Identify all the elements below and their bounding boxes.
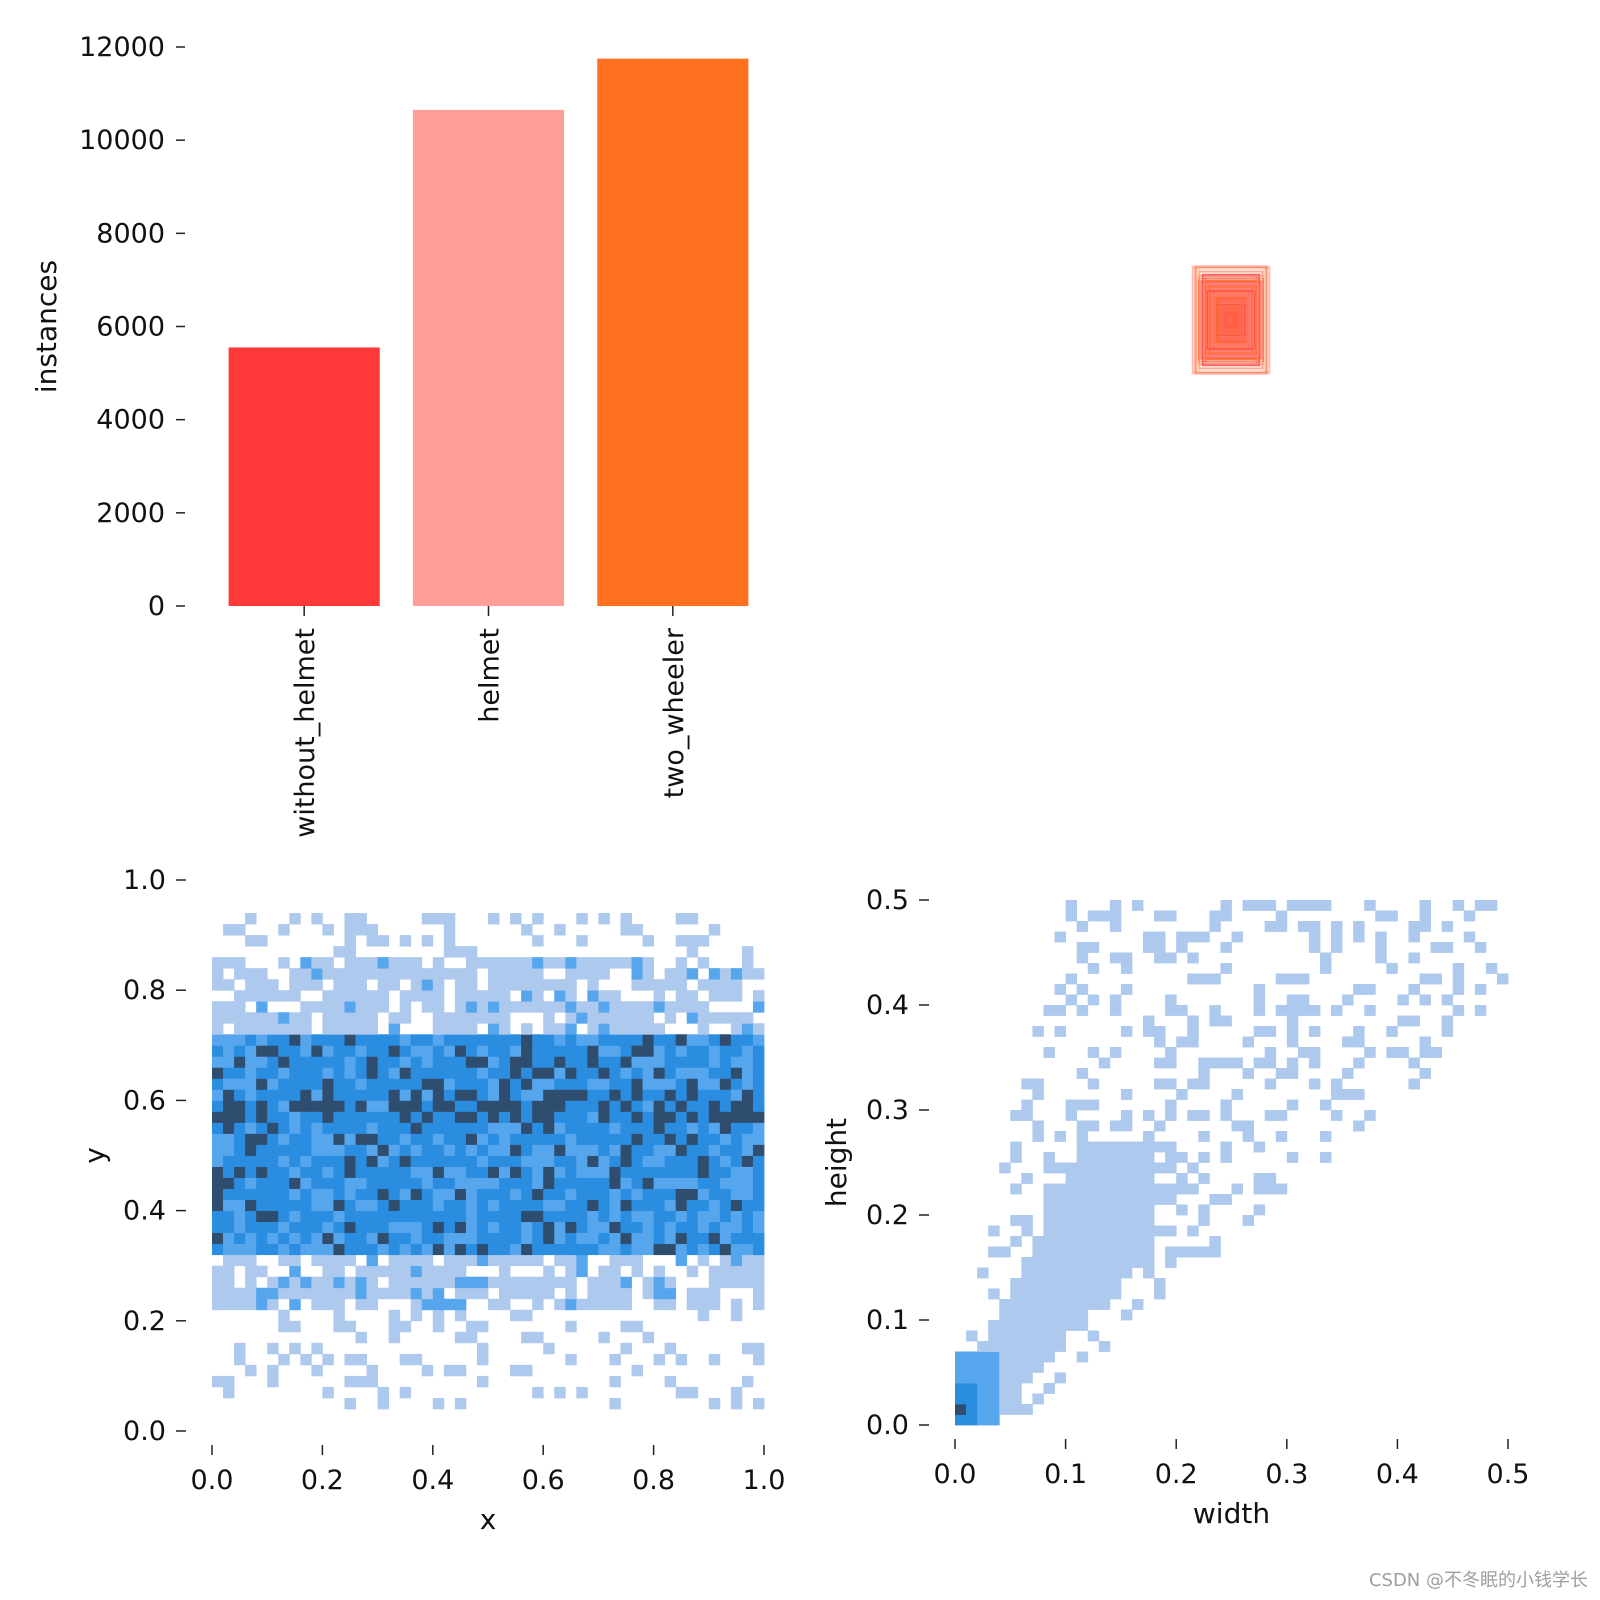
bbox-67 — [1206, 290, 1256, 350]
bbox-55 — [1219, 301, 1243, 339]
bbox-34 — [1198, 275, 1264, 365]
xy-cells — [212, 913, 765, 1410]
bbox-64 — [1203, 281, 1259, 359]
bbox-57 — [1227, 315, 1235, 325]
x-tick-label-2: 0.4 — [411, 1465, 454, 1496]
bar-chart-instances: 0 2000 4000 6000 8000 10000 12000 without_helme… — [30, 32, 749, 838]
y-axis-label: height — [820, 1118, 853, 1207]
x-axis-label: x — [480, 1503, 497, 1536]
x-tick-label-1: 0.1 — [1044, 1459, 1087, 1490]
bounding-box-overlay — [1191, 265, 1271, 375]
x-tick-label-0: 0.0 — [191, 1465, 234, 1496]
bbox-7 — [1206, 289, 1256, 351]
bbox-48 — [1220, 305, 1242, 335]
bbox-16 — [1221, 308, 1241, 332]
x-tick-label-2: 0.2 — [1155, 1459, 1198, 1490]
bbox-53 — [1211, 288, 1251, 352]
y-tick-label-4: 0.8 — [123, 975, 166, 1006]
bbox-58 — [1201, 274, 1261, 366]
y-tick-label-0: 0.0 — [866, 1410, 909, 1441]
width-height-histogram: 0.0 0.1 0.2 0.3 0.4 0.5 0.0 0.1 0.2 0.3 0.4 0.5 widt… — [820, 885, 1529, 1530]
y-tick-label-0: 0 — [148, 591, 165, 622]
y-tick-label-2: 0.4 — [123, 1196, 166, 1227]
bar-two_wheeler — [597, 58, 749, 607]
y-tick-label-4: 8000 — [96, 218, 165, 249]
bbox-69 — [1215, 297, 1247, 343]
y-tick-label-2: 0.2 — [866, 1200, 909, 1231]
bbox-63 — [1204, 279, 1258, 361]
x-tick-label-0: 0.0 — [934, 1459, 977, 1490]
y-tick-label-5: 1.0 — [123, 865, 166, 896]
x-tick-label-4: 0.4 — [1376, 1459, 1419, 1490]
x-tick-label-2: two_wheeler — [659, 627, 690, 798]
bbox-68 — [1203, 282, 1259, 358]
x-tick-label-4: 0.8 — [632, 1465, 675, 1496]
y-tick-label-2: 4000 — [96, 405, 165, 436]
y-tick-label-4: 0.4 — [866, 990, 909, 1021]
x-tick-label-3: 0.6 — [522, 1465, 565, 1496]
bbox-61 — [1216, 303, 1246, 337]
y-tick-label-1: 0.2 — [123, 1306, 166, 1337]
y-axis-label: instances — [30, 260, 63, 393]
bbox-62 — [1218, 302, 1244, 338]
bbox-59 — [1198, 265, 1264, 375]
y-tick-label-5: 10000 — [79, 125, 165, 156]
y-tick-label-3: 0.6 — [123, 1085, 166, 1116]
y-tick-label-0: 0.0 — [123, 1416, 166, 1447]
y-tick-label-5: 0.5 — [866, 885, 909, 916]
y-tick-label-1: 0.1 — [866, 1305, 909, 1336]
y-tick-label-1: 2000 — [96, 498, 165, 529]
y-tick-label-3: 0.3 — [866, 1095, 909, 1126]
x-tick-label-5: 0.5 — [1487, 1459, 1530, 1490]
x-tick-label-0: without_helmet — [290, 628, 321, 838]
bar-helmet — [412, 109, 565, 606]
watermark: CSDN @不冬眠的小钱学长 — [1368, 1570, 1588, 1591]
x-tick-label-1: 0.2 — [301, 1465, 344, 1496]
bar-without_helmet — [228, 347, 380, 606]
x-axis-label: width — [1193, 1497, 1270, 1530]
x-tick-label-5: 1.0 — [743, 1465, 786, 1496]
xy-histogram: 0.0 0.2 0.4 0.6 0.8 1.0 0.0 0.2 0.4 0.6 0.8 1.0 x y — [78, 865, 785, 1536]
y-tick-label-6: 12000 — [79, 32, 165, 63]
y-tick-label-3: 6000 — [96, 312, 165, 343]
x-tick-label-3: 0.3 — [1265, 1459, 1308, 1490]
wh-cells — [955, 900, 1509, 1426]
x-tick-label-1: helmet — [475, 628, 506, 723]
y-axis-label: y — [78, 1147, 111, 1164]
